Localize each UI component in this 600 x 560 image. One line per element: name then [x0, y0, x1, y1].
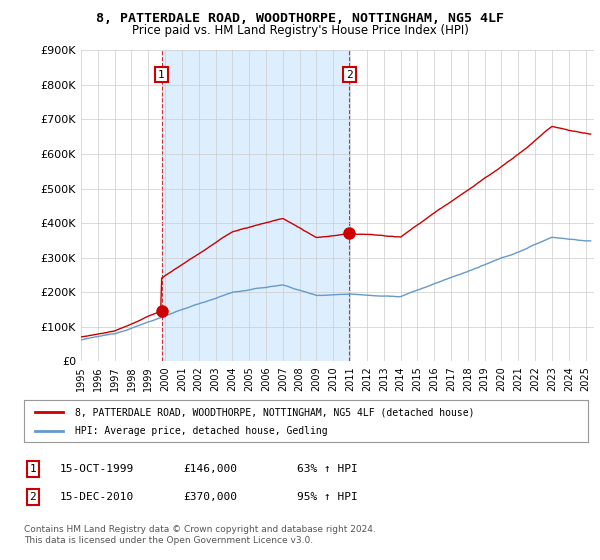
Text: Contains HM Land Registry data © Crown copyright and database right 2024.
This d: Contains HM Land Registry data © Crown c…	[24, 525, 376, 545]
Text: 8, PATTERDALE ROAD, WOODTHORPE, NOTTINGHAM, NG5 4LF: 8, PATTERDALE ROAD, WOODTHORPE, NOTTINGH…	[96, 12, 504, 25]
Text: 15-DEC-2010: 15-DEC-2010	[60, 492, 134, 502]
Text: 15-OCT-1999: 15-OCT-1999	[60, 464, 134, 474]
Bar	[161, 50, 349, 361]
Text: 63% ↑ HPI: 63% ↑ HPI	[297, 464, 358, 474]
Text: 2: 2	[346, 69, 353, 80]
Text: Price paid vs. HM Land Registry's House Price Index (HPI): Price paid vs. HM Land Registry's House …	[131, 24, 469, 36]
Text: 8, PATTERDALE ROAD, WOODTHORPE, NOTTINGHAM, NG5 4LF (detached house): 8, PATTERDALE ROAD, WOODTHORPE, NOTTINGH…	[75, 407, 474, 417]
Text: 2: 2	[29, 492, 37, 502]
Text: 95% ↑ HPI: 95% ↑ HPI	[297, 492, 358, 502]
Text: 1: 1	[158, 69, 165, 80]
Text: HPI: Average price, detached house, Gedling: HPI: Average price, detached house, Gedl…	[75, 426, 328, 436]
Text: 1: 1	[29, 464, 37, 474]
Text: £370,000: £370,000	[183, 492, 237, 502]
Text: £146,000: £146,000	[183, 464, 237, 474]
